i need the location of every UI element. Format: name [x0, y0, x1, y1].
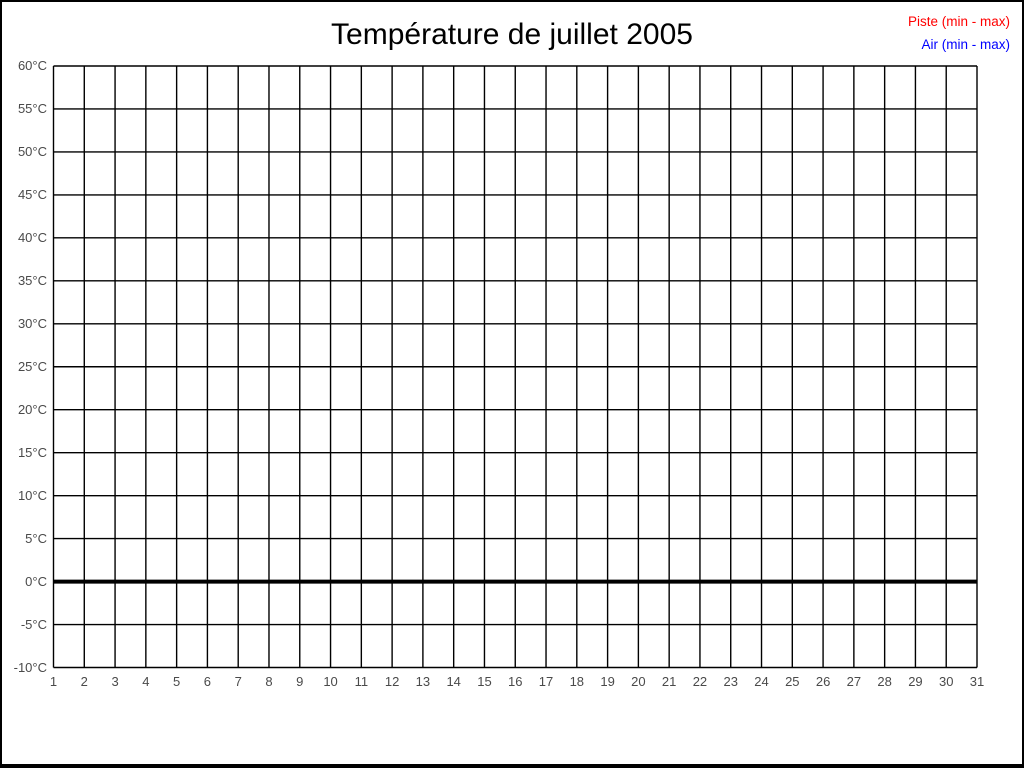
y-tick-label: 20°C — [17, 401, 47, 417]
x-tick-label: 15 — [477, 674, 492, 689]
y-tick-label: -5°C — [20, 616, 47, 632]
x-tick-label: 2 — [80, 674, 88, 689]
x-tick-label: 4 — [142, 674, 150, 689]
y-tick-label: 35°C — [17, 272, 47, 288]
x-tick-label: 31 — [969, 674, 985, 689]
y-tick-label: 15°C — [17, 444, 47, 460]
x-tick-label: 8 — [265, 674, 273, 689]
x-tick-label: 20 — [631, 674, 646, 689]
x-tick-label: 23 — [723, 674, 738, 689]
y-tick-label: 10°C — [17, 487, 47, 503]
x-tick-label: 6 — [203, 674, 212, 689]
x-tick-label: 1 — [49, 674, 58, 689]
x-tick-label: 5 — [173, 674, 181, 689]
x-tick-label: 21 — [661, 674, 677, 689]
legend-item-piste: Piste (min - max) — [907, 14, 1010, 29]
legend-item-air: Air (min - max) — [921, 37, 1011, 52]
y-tick-label: 60°C — [17, 58, 47, 73]
y-tick-label: 25°C — [17, 358, 47, 374]
y-tick-label: 5°C — [25, 530, 47, 546]
x-tick-label: 22 — [692, 674, 708, 689]
x-tick-label: 27 — [846, 674, 862, 689]
x-tick-label: 13 — [415, 674, 431, 689]
x-tick-label: 24 — [754, 674, 769, 689]
x-tick-label: 11 — [354, 674, 369, 689]
y-tick-label: 0°C — [25, 573, 47, 589]
x-tick-label: 10 — [323, 674, 338, 689]
chart-title: Température de juillet 2005 — [331, 18, 693, 51]
x-tick-label: 12 — [384, 674, 400, 689]
x-tick-label: 3 — [111, 674, 119, 689]
x-tick-label: 30 — [938, 674, 954, 689]
y-tick-label: 30°C — [17, 315, 47, 331]
x-tick-label: 29 — [908, 674, 923, 689]
x-tick-label: 7 — [234, 674, 242, 689]
x-tick-label: 25 — [785, 674, 800, 689]
legend: Piste (min - max) Air (min - max) — [908, 10, 1010, 56]
x-tick-label: 16 — [508, 674, 523, 689]
x-tick-label: 14 — [446, 674, 461, 689]
x-tick-label: 17 — [538, 674, 554, 689]
x-tick-label: 26 — [815, 674, 831, 689]
y-tick-label: 50°C — [17, 143, 47, 159]
y-tick-label: 45°C — [17, 186, 47, 202]
y-tick-label: -10°C — [13, 659, 47, 675]
x-tick-label: 9 — [296, 674, 304, 689]
x-tick-label: 28 — [877, 674, 892, 689]
x-tick-label: 19 — [600, 674, 615, 689]
y-tick-label: 55°C — [17, 100, 47, 116]
y-tick-label: 40°C — [17, 229, 47, 245]
x-tick-label: 18 — [569, 674, 585, 689]
